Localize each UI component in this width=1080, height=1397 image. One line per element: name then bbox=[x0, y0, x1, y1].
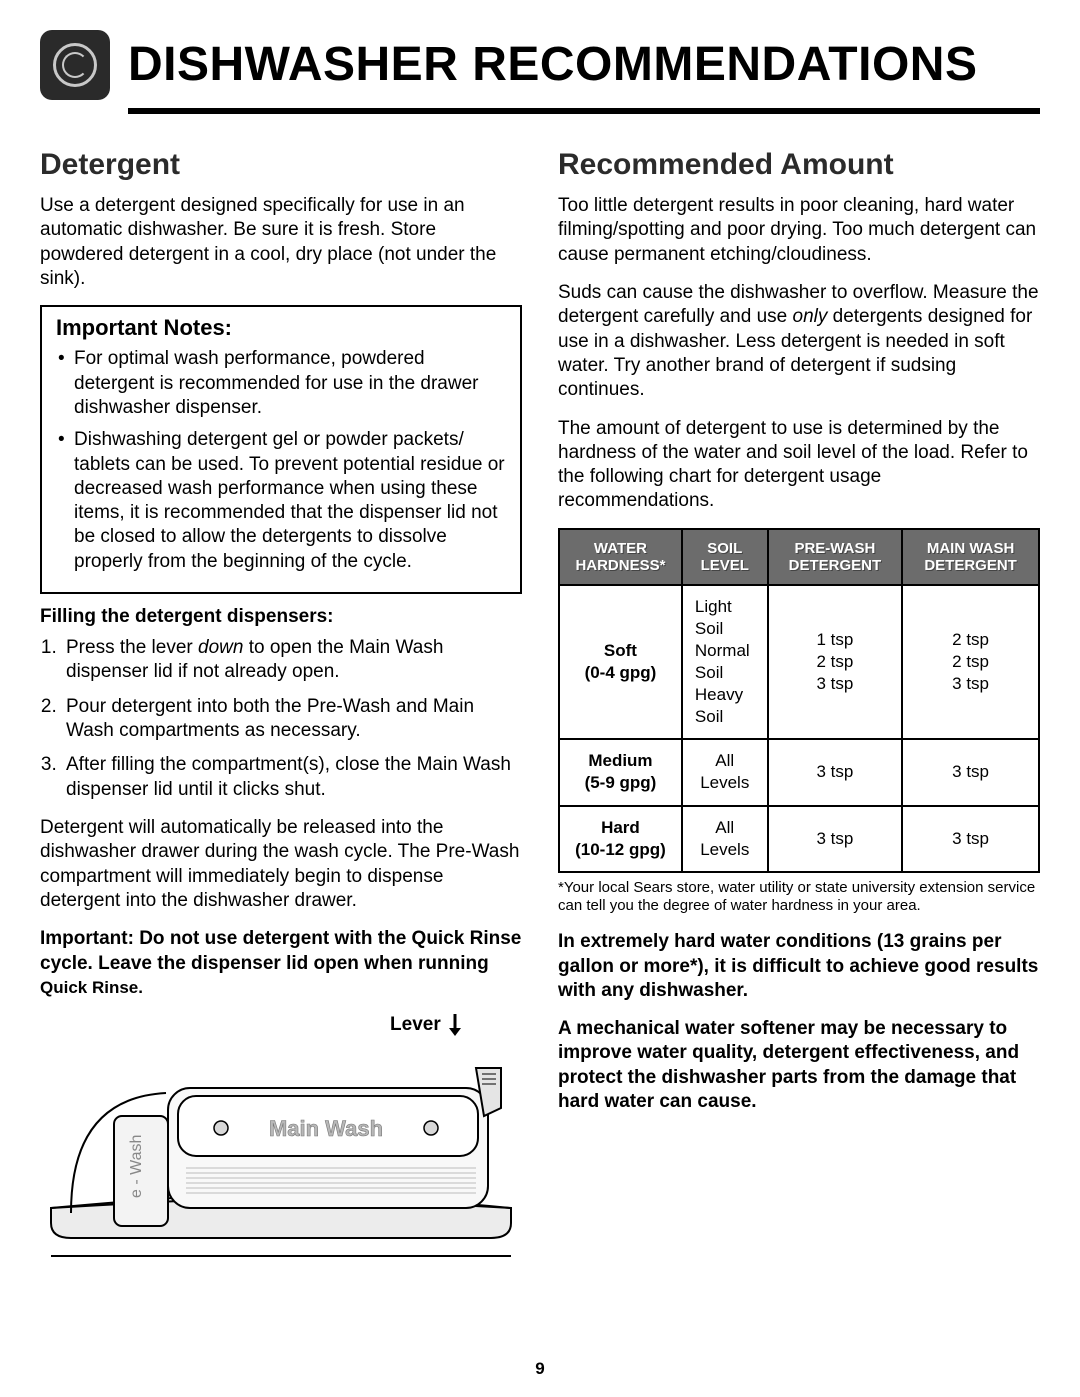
warning-qr: Quick Rinse. bbox=[40, 978, 143, 997]
important-notes-title: Important Notes: bbox=[56, 315, 506, 341]
step-em: down bbox=[198, 637, 243, 658]
detergent-intro: Use a detergent designed specifically fo… bbox=[40, 194, 522, 291]
table-row: Medium (5-9 gpg) All Levels 3 tsp 3 tsp bbox=[559, 739, 1039, 805]
cell-mainwash: 3 tsp bbox=[902, 806, 1039, 872]
cell-soil: All Levels bbox=[682, 739, 768, 805]
cell-mainwash: 2 tsp 2 tsp 3 tsp bbox=[902, 585, 1039, 740]
title-rule bbox=[128, 108, 1040, 114]
hardness-range: (10-12 gpg) bbox=[575, 840, 666, 859]
note-item: For optimal wash performance, powdered d… bbox=[56, 347, 506, 420]
after-steps-text: Detergent will automatically be released… bbox=[40, 816, 522, 913]
hard-water-note-2: A mechanical water softener may be neces… bbox=[558, 1017, 1040, 1114]
dispenser-figure: e - Wash Main Wash bbox=[40, 1038, 522, 1258]
filling-steps: Press the lever down to open the Main Wa… bbox=[40, 636, 522, 802]
swirl-icon bbox=[53, 43, 97, 87]
hardness-name: Hard bbox=[601, 818, 640, 837]
step-item: Press the lever down to open the Main Wa… bbox=[62, 636, 522, 685]
content-columns: Detergent Use a detergent designed speci… bbox=[40, 148, 1040, 1263]
cell-prewash: 1 tsp 2 tsp 3 tsp bbox=[768, 585, 903, 740]
step-item: Pour detergent into both the Pre-Wash an… bbox=[62, 695, 522, 744]
detergent-heading: Detergent bbox=[40, 148, 522, 182]
swirl-inner-icon bbox=[62, 52, 88, 78]
hardness-name: Medium bbox=[588, 751, 652, 770]
cell-hardness: Soft (0-4 gpg) bbox=[559, 585, 682, 740]
hardness-name: Soft bbox=[604, 641, 637, 660]
th-prewash: PRE-WASH DETERGENT bbox=[768, 529, 903, 585]
down-arrow-icon bbox=[448, 1014, 462, 1036]
warning-text: Important: Do not use detergent with the… bbox=[40, 928, 521, 973]
brand-badge bbox=[40, 30, 110, 100]
table-row: Soft (0-4 gpg) Light Soil Normal Soil He… bbox=[559, 585, 1039, 740]
lever-label: Lever bbox=[40, 1014, 522, 1036]
cell-soil: Light Soil Normal Soil Heavy Soil bbox=[682, 585, 768, 740]
filling-title: Filling the detergent dispensers: bbox=[40, 606, 522, 628]
note-item: Dishwashing detergent gel or powder pack… bbox=[56, 428, 506, 574]
th-soil: SOIL LEVEL bbox=[682, 529, 768, 585]
page-number: 9 bbox=[0, 1359, 1080, 1379]
table-header-row: WATER HARDNESS* SOIL LEVEL PRE-WASH DETE… bbox=[559, 529, 1039, 585]
cell-mainwash: 3 tsp bbox=[902, 739, 1039, 805]
rec-p3: The amount of detergent to use is determ… bbox=[558, 417, 1040, 514]
important-notes-list: For optimal wash performance, powdered d… bbox=[56, 347, 506, 574]
quick-rinse-warning: Important: Do not use detergent with the… bbox=[40, 927, 522, 1000]
cell-soil: All Levels bbox=[682, 806, 768, 872]
th-mainwash: MAIN WASH DETERGENT bbox=[902, 529, 1039, 585]
hardness-range: (0-4 gpg) bbox=[585, 663, 657, 682]
hard-water-note-1: In extremely hard water conditions (13 g… bbox=[558, 930, 1040, 1003]
rec-p1: Too little detergent results in poor cle… bbox=[558, 194, 1040, 267]
cell-hardness: Hard (10-12 gpg) bbox=[559, 806, 682, 872]
cell-hardness: Medium (5-9 gpg) bbox=[559, 739, 682, 805]
right-column: Recommended Amount Too little detergent … bbox=[558, 148, 1040, 1263]
cell-prewash: 3 tsp bbox=[768, 806, 903, 872]
hardness-table: WATER HARDNESS* SOIL LEVEL PRE-WASH DETE… bbox=[558, 528, 1040, 873]
hardness-range: (5-9 gpg) bbox=[585, 773, 657, 792]
rec-p2: Suds can cause the dishwasher to overflo… bbox=[558, 281, 1040, 403]
step-text: Pour detergent into both the Pre-Wash an… bbox=[66, 696, 474, 741]
cell-prewash: 3 tsp bbox=[768, 739, 903, 805]
th-hardness: WATER HARDNESS* bbox=[559, 529, 682, 585]
mainwash-label: Main Wash bbox=[269, 1116, 383, 1141]
page-header: DISHWASHER RECOMMENDATIONS bbox=[40, 30, 1040, 100]
important-notes-box: Important Notes: For optimal wash perfor… bbox=[40, 305, 522, 594]
left-column: Detergent Use a detergent designed speci… bbox=[40, 148, 522, 1263]
table-footnote: *Your local Sears store, water utility o… bbox=[558, 879, 1040, 917]
rec-p2-em: only bbox=[793, 306, 828, 327]
table-row: Hard (10-12 gpg) All Levels 3 tsp 3 tsp bbox=[559, 806, 1039, 872]
page-title: DISHWASHER RECOMMENDATIONS bbox=[128, 41, 977, 89]
step-text: Press the lever bbox=[66, 637, 198, 658]
recommended-heading: Recommended Amount bbox=[558, 148, 1040, 182]
lever-text: Lever bbox=[390, 1014, 441, 1035]
step-item: After filling the compartment(s), close … bbox=[62, 753, 522, 802]
prewash-label: e - Wash bbox=[128, 1135, 145, 1198]
step-text: After filling the compartment(s), close … bbox=[66, 754, 511, 799]
